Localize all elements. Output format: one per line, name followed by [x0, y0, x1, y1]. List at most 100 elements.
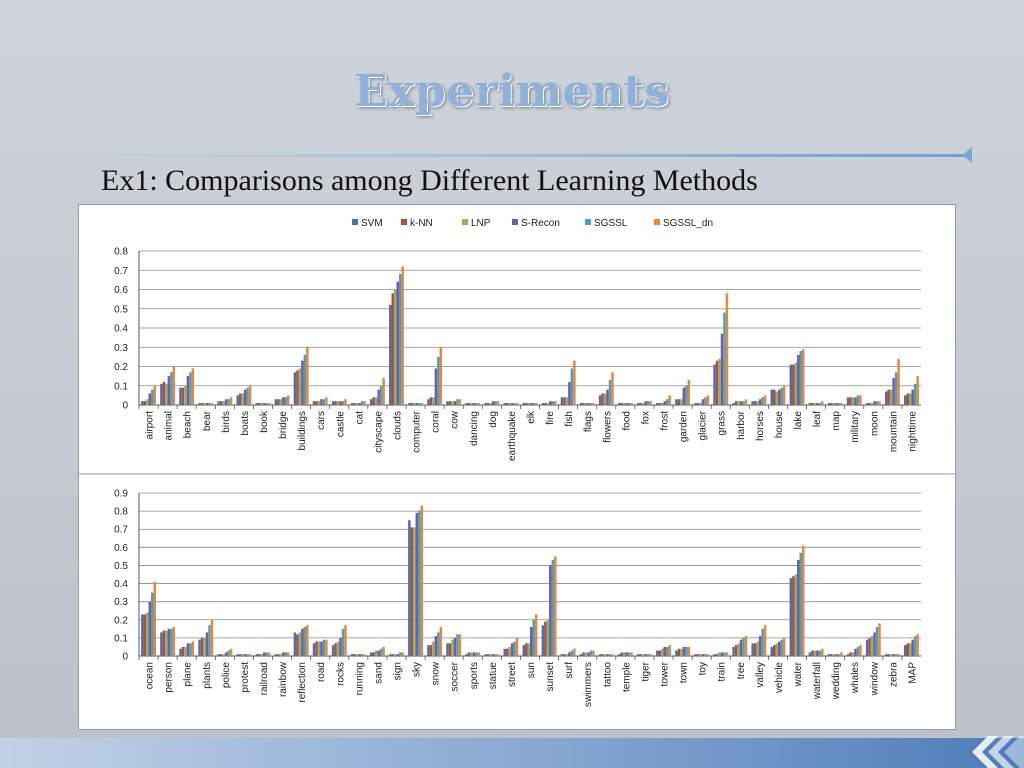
bar [837, 403, 841, 405]
x-tick-label: moon [869, 411, 880, 436]
bar [503, 403, 506, 405]
bar [821, 401, 824, 405]
bar [360, 401, 364, 405]
bar [265, 652, 268, 656]
x-tick-label: bridge [278, 411, 289, 439]
bar [682, 387, 686, 405]
bar [658, 403, 662, 405]
x-tick-label: MAP [907, 662, 918, 684]
bar [334, 643, 337, 656]
x-tick-label: window [869, 661, 880, 696]
slide-subtitle: Ex1: Comparisons among Different Learnin… [101, 164, 758, 197]
bar [598, 654, 602, 656]
legend-label: LNP [471, 218, 491, 229]
bar [277, 654, 280, 656]
bar [687, 646, 691, 656]
bar [491, 654, 495, 656]
bar [551, 401, 555, 405]
bar [437, 632, 440, 656]
x-tick-label: tiger [640, 661, 651, 681]
x-tick-label: earthquake [507, 411, 518, 461]
bar [198, 403, 201, 405]
bar [505, 648, 509, 656]
x-tick-label: bear [202, 410, 213, 431]
bar [549, 401, 552, 405]
bar [797, 354, 800, 405]
bar [262, 652, 266, 656]
bar [320, 399, 323, 405]
bar [418, 511, 421, 656]
bar [413, 403, 416, 405]
bar [546, 619, 550, 656]
bar [560, 654, 564, 656]
bar [274, 654, 278, 656]
bar [434, 636, 438, 656]
bar [649, 654, 652, 656]
x-tick-label: book [259, 410, 270, 433]
x-tick-label: buildings [297, 411, 308, 450]
bar [827, 654, 831, 656]
bar [446, 643, 449, 656]
bar [298, 368, 302, 405]
bar [675, 650, 678, 656]
bar [908, 643, 912, 656]
bar [777, 641, 781, 656]
bar [418, 403, 421, 405]
bar [494, 654, 497, 656]
bar [377, 389, 380, 405]
x-tick-label: surf [564, 662, 575, 679]
bar [780, 387, 783, 405]
bar [816, 403, 819, 405]
bar [732, 646, 735, 656]
bar [246, 654, 249, 656]
y-tick-label: 0.7 [114, 525, 128, 536]
bar [734, 401, 738, 405]
bar [208, 625, 211, 656]
bar [911, 389, 914, 405]
y-tick-label: 0.5 [114, 561, 128, 572]
bar [758, 399, 762, 405]
x-tick-label: tree [736, 662, 747, 680]
bar [322, 399, 326, 405]
bar [887, 389, 890, 405]
bar [837, 654, 841, 656]
bar [665, 399, 669, 405]
bar [560, 397, 564, 405]
bar [846, 397, 850, 405]
bar [525, 643, 528, 656]
bar [410, 527, 414, 656]
bar [761, 628, 764, 656]
bar [391, 293, 395, 405]
bar [184, 385, 187, 405]
bar [772, 389, 776, 405]
x-tick-label: town [679, 662, 690, 683]
x-tick-label: computer [412, 410, 423, 452]
bar [794, 362, 798, 405]
bar [315, 641, 318, 656]
x-tick-label: person [164, 662, 175, 693]
bar [606, 654, 609, 656]
bar [141, 401, 144, 405]
bar [799, 552, 802, 656]
bar [277, 399, 280, 405]
x-tick-label: cow [450, 410, 461, 429]
bar [427, 645, 430, 656]
x-tick-label: sky [412, 662, 423, 677]
bar [172, 627, 176, 656]
bar [780, 639, 783, 656]
bar [808, 652, 812, 656]
bar [870, 403, 874, 405]
bar [510, 643, 514, 656]
bar [622, 652, 626, 656]
bar [889, 654, 893, 656]
bar [794, 574, 798, 656]
bar [255, 654, 259, 656]
bar [649, 401, 652, 405]
bar [527, 403, 530, 405]
bar [408, 403, 411, 405]
bar [415, 512, 419, 656]
bar [296, 370, 299, 405]
bar [897, 654, 900, 656]
bar [260, 654, 263, 656]
bar [663, 401, 666, 405]
